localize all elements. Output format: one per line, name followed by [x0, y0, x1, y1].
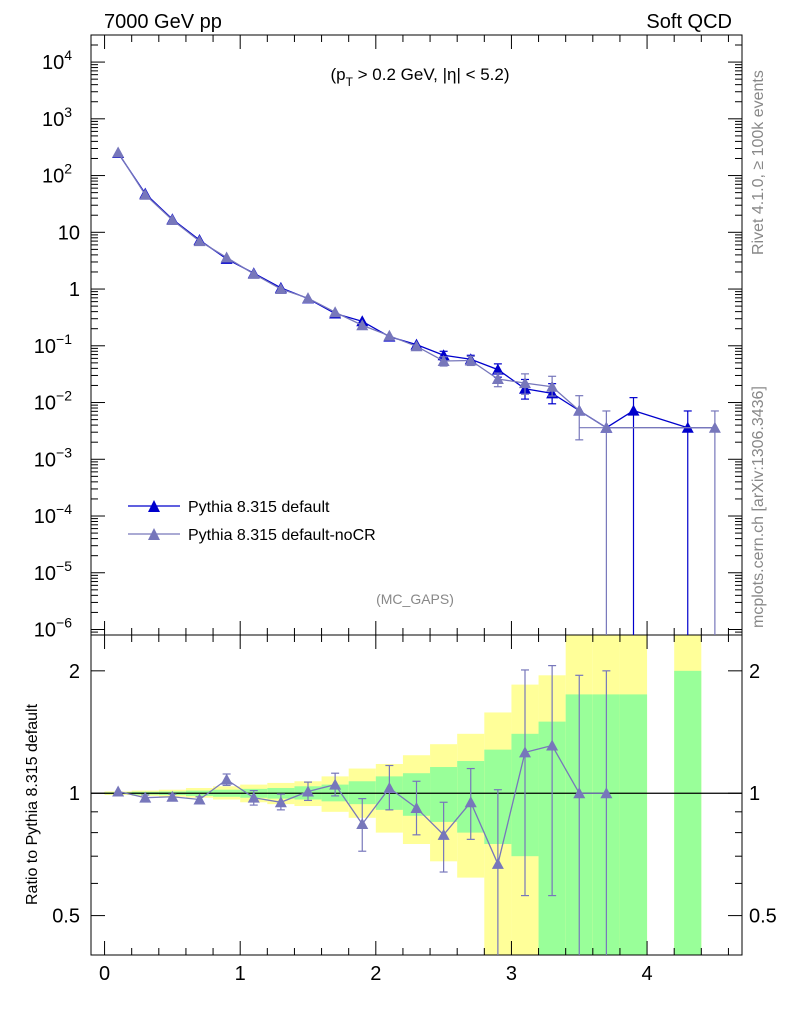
ratio-point: [329, 778, 342, 790]
main-y-tick-label: 104: [42, 47, 72, 74]
ratio-point: [356, 818, 369, 830]
series-point-nocr: [546, 380, 559, 392]
ratio-x-tick-label: 0: [99, 963, 110, 985]
legend: Pythia 8.315 default Pythia 8.315 defaul…: [128, 499, 376, 544]
ratio-point: [600, 787, 613, 799]
series-point-nocr: [166, 213, 179, 225]
ratio-band-green: [674, 670, 702, 955]
ratio-point: [112, 785, 125, 797]
ratio-point: [166, 790, 179, 802]
series-point-nocr: [410, 340, 423, 352]
series-point-nocr: [437, 354, 450, 366]
main-y-tick-label: 10: [58, 222, 80, 244]
ratio-series-layer: [112, 665, 613, 955]
main-y-tick-label: 10−1: [34, 331, 72, 358]
series-point-default: [491, 363, 504, 375]
series-point-default: [437, 349, 450, 361]
ratio-y-tick-label-left: 2: [69, 661, 80, 683]
ratio-y-tick-label-left: 0.5: [52, 906, 80, 928]
header-right-label: Soft QCD: [646, 11, 732, 33]
ratio-point: [491, 857, 504, 869]
main-y-tick-label: 10−4: [34, 501, 72, 528]
ratio-x-tick-label: 1: [235, 963, 246, 985]
series-point-nocr: [220, 251, 233, 263]
ratio-y-tick-label-left: 1: [69, 783, 80, 805]
ratio-point: [193, 793, 206, 805]
main-y-tick-exponent: 2: [64, 161, 72, 177]
ratio-y-tick-label-right: 1: [749, 783, 760, 805]
main-y-tick-exponent: −4: [56, 501, 72, 517]
legend-label-default: Pythia 8.315 default: [188, 499, 330, 516]
main-series-layer: [112, 146, 721, 635]
ratio-point: [437, 828, 450, 840]
series-point-nocr: [356, 319, 369, 331]
main-y-tick-exponent: 4: [64, 47, 72, 63]
ratio-point: [546, 739, 559, 751]
rivet-version-label: Rivet 4.1.0, ≥ 100k events: [750, 70, 767, 255]
ratio-y-tick-label-right: 0.5: [749, 906, 777, 928]
ratio-point: [274, 796, 287, 808]
main-y-tick-exponent: −3: [56, 444, 72, 460]
ratio-point: [139, 791, 152, 803]
main-y-tick-exponent: 3: [64, 104, 72, 120]
ratio-point: [519, 746, 531, 758]
analysis-name-label: (MC_GAPS): [376, 591, 454, 607]
series-line-nocr: [117, 152, 715, 429]
series-point-nocr: [600, 421, 613, 433]
series-point-nocr: [573, 404, 586, 416]
ratio-y-tick-label-right: 2: [749, 661, 760, 683]
series-point-nocr: [302, 292, 314, 304]
main-y-tick-exponent: −6: [56, 615, 72, 631]
main-y-tick-label: 1: [69, 279, 80, 301]
main-y-tick-exponent: −1: [56, 331, 72, 347]
ratio-x-tick-label: 2: [370, 963, 381, 985]
mcplots-reference-label: mcplots.cern.ch [arXiv:1306.3436]: [750, 386, 767, 628]
chart-title-sub: T: [346, 75, 354, 89]
ratio-plot-frame: [90, 634, 743, 956]
main-plot-frame: [90, 34, 743, 636]
header-left-label: 7000 GeV pp: [104, 11, 222, 33]
ratio-point: [410, 801, 423, 813]
main-y-tick-label: 103: [42, 104, 72, 131]
legend-label-nocr: Pythia 8.315 default-noCR: [188, 527, 376, 544]
series-point-nocr: [491, 372, 504, 384]
ratio-x-tick-label: 3: [506, 963, 517, 985]
series-point-nocr: [247, 267, 260, 279]
legend-marker-nocr: [148, 528, 160, 540]
ratio-point: [573, 787, 586, 799]
series-point-nocr: [519, 377, 531, 389]
series-point-nocr: [112, 146, 125, 158]
series-point-nocr: [383, 329, 396, 341]
series-point-nocr: [193, 235, 206, 247]
main-y-tick-label: 102: [42, 161, 72, 188]
series-point-nocr: [274, 283, 287, 295]
chart-title: (pT > 0.2 GeV, |η| < 5.2): [330, 65, 509, 89]
main-y-tick-label: 10−3: [34, 444, 72, 471]
main-y-tick-exponent: −5: [56, 558, 72, 574]
main-y-tick-label: 10−5: [34, 558, 72, 585]
series-point-nocr: [708, 421, 721, 433]
ratio-y-axis-label: Ratio to Pythia 8.315 default: [24, 703, 41, 905]
ratio-point: [220, 773, 233, 785]
main-y-tick-exponent: −2: [56, 388, 72, 404]
ratio-point: [383, 781, 396, 793]
series-point-nocr: [464, 354, 477, 366]
main-y-tick-label: 10−2: [34, 388, 72, 415]
ratio-point: [247, 791, 260, 803]
ratio-point: [464, 796, 477, 808]
ratio-uncertainty-bands: [104, 635, 702, 955]
ratio-band-green: [619, 694, 648, 955]
series-point-nocr: [139, 188, 152, 200]
ratio-point: [302, 785, 314, 797]
series-point-nocr: [329, 306, 342, 318]
main-y-tick-label: 10−6: [34, 615, 72, 642]
legend-marker-default: [148, 500, 160, 512]
chart-title-rest: > 0.2 GeV, |η| < 5.2): [353, 65, 510, 84]
series-line-default: [117, 152, 688, 429]
series-point-default: [627, 404, 640, 416]
ratio-x-tick-label: 4: [642, 963, 653, 985]
chart-title-open: (p: [330, 65, 345, 84]
